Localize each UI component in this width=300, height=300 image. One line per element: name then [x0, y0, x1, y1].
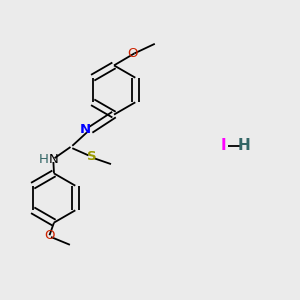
- Text: H: H: [238, 138, 251, 153]
- Text: N: N: [80, 122, 91, 136]
- Text: S: S: [87, 150, 96, 163]
- Text: I: I: [221, 138, 226, 153]
- Text: O: O: [128, 47, 138, 60]
- Text: O: O: [44, 229, 55, 242]
- Text: H: H: [39, 153, 49, 166]
- Text: N: N: [49, 153, 58, 166]
